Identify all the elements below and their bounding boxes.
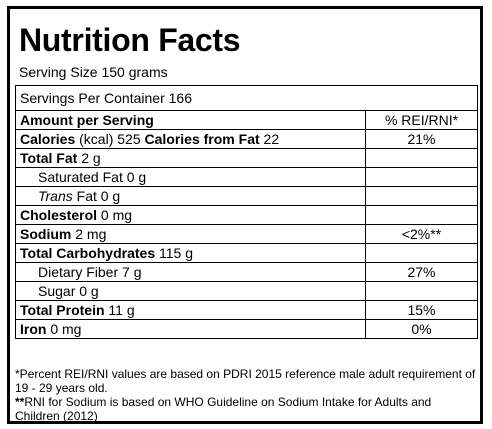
nutrient-row-dietary-fiber: Dietary Fiber 7 g 27% [15, 262, 478, 282]
nutrient-name: Iron [20, 320, 47, 337]
footnote-mark: ** [15, 395, 25, 409]
calories-cell: Calories (kcal) 525 Calories from Fat 22 [15, 129, 366, 149]
nutrient-name: Cholesterol [20, 206, 98, 223]
nutrient-name: Sodium [20, 225, 72, 242]
nutrient-amount: 0 g [126, 168, 147, 185]
calories-label: Calories [20, 130, 76, 147]
servings-per-container: Servings Per Container 166 [15, 85, 478, 111]
nutrient-amount: 0 mg [50, 320, 82, 337]
nutrient-row-sugar: Sugar 0 g [15, 281, 478, 301]
nutrient-amount: 7 g [122, 263, 142, 280]
calories-value: (kcal) 525 [79, 130, 141, 147]
nutrient-row-total-protein: Total Protein 11 g 15% [15, 300, 478, 320]
nutrient-dv [365, 205, 478, 225]
calories-from-fat-label: Calories from Fat [144, 130, 260, 147]
nutrient-dv: 0% [365, 319, 478, 339]
footnote-rei-rni: *Percent REI/RNI values are based on PDR… [15, 367, 476, 395]
nutrient-row-sodium: Sodium 2 mg <2%** [15, 224, 478, 244]
servings-row: Servings Per Container 166 [15, 85, 478, 111]
calories-dv: 21% [365, 129, 478, 149]
nutrient-name: Sugar [38, 282, 76, 299]
nutrition-facts-label: Nutrition Facts Serving Size 150 grams S… [7, 6, 483, 424]
nutrient-dv [365, 281, 478, 301]
nutrient-dv: 27% [365, 262, 478, 282]
nutrient-dv [365, 167, 478, 187]
nutrient-amount: 2 g [81, 149, 101, 166]
nutrition-table: Servings Per Container 166 Amount per Se… [15, 85, 478, 339]
nutrient-amount: 2 mg [75, 225, 107, 242]
nutrient-amount: 11 g [108, 301, 135, 318]
calories-row: Calories (kcal) 525 Calories from Fat 22… [15, 129, 478, 149]
nutrient-amount: 0 mg [100, 206, 133, 223]
nutrient-row-total-fat: Total Fat 2 g [15, 148, 478, 168]
nutrient-amount: 0 g [79, 282, 99, 299]
nutrient-dv [365, 186, 478, 206]
calories-from-fat-value: 22 [263, 130, 280, 147]
nutrient-name: Total Fat [20, 149, 78, 166]
footnotes: *Percent REI/RNI values are based on PDR… [15, 367, 478, 423]
nutrient-dv [365, 148, 478, 168]
amount-per-serving-header: Amount per Serving [15, 110, 366, 130]
nutrient-dv: 15% [365, 300, 478, 320]
nutrient-amount: Fat 0 g [76, 187, 121, 204]
nutrient-name: Total Protein [20, 301, 105, 318]
nutrient-dv [365, 243, 478, 263]
nutrient-name: Dietary Fiber [38, 263, 119, 280]
nutrient-row-trans-fat: Trans Fat 0 g [15, 186, 478, 206]
nutrient-row-saturated-fat: Saturated Fat 0 g [15, 167, 478, 187]
nutrient-row-cholesterol: Cholesterol 0 mg [15, 205, 478, 225]
nutrient-name: Total Carbohydrates [20, 244, 156, 261]
nutrient-dv: <2%** [365, 224, 478, 244]
footnote-sodium: **RNI for Sodium is based on WHO Guideli… [15, 395, 478, 423]
header-row: Amount per Serving % REI/RNI* [15, 110, 478, 130]
label-title: Nutrition Facts [19, 22, 241, 58]
nutrient-name: Trans [38, 187, 73, 204]
nutrient-row-iron: Iron 0 mg 0% [15, 319, 478, 339]
footnote-sodium-text: RNI for Sodium is based on WHO Guideline… [15, 395, 432, 423]
nutrient-name: Saturated Fat [38, 168, 123, 185]
nutrient-row-total-carbohydrates: Total Carbohydrates 115 g [15, 243, 478, 263]
dv-header: % REI/RNI* [365, 110, 478, 130]
nutrient-amount: 115 g [159, 244, 193, 261]
serving-size: Serving Size 150 grams [19, 64, 168, 80]
